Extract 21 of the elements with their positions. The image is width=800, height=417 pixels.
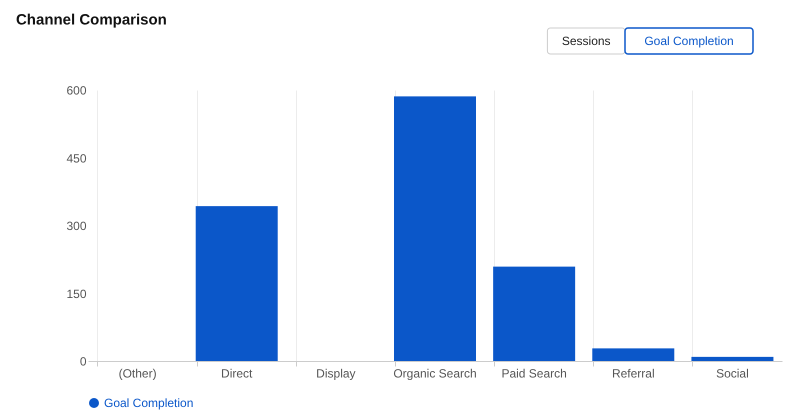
y-tick-label: 150 xyxy=(66,286,87,301)
text: Goal Completion xyxy=(644,34,734,48)
y-tick-label: 0 xyxy=(80,354,87,368)
x-tick-label: Organic Search xyxy=(393,366,477,380)
x-tick-label: Display xyxy=(316,366,356,380)
x-tick-label: Paid Search xyxy=(501,366,567,380)
y-tick-label: 450 xyxy=(66,151,87,166)
y-tick-label: 300 xyxy=(66,219,87,233)
text: Sessions xyxy=(562,34,611,48)
bar xyxy=(196,206,278,361)
bar xyxy=(394,96,476,361)
x-tick-label: Social xyxy=(716,366,749,380)
x-tick-label: (Other) xyxy=(118,366,157,380)
x-tick-label: Referral xyxy=(612,366,655,380)
bar xyxy=(493,266,576,361)
x-tick-label: Direct xyxy=(221,366,254,380)
bar xyxy=(691,356,774,361)
chart-title: Channel Comparison xyxy=(16,11,167,28)
y-tick-label: 600 xyxy=(66,84,87,98)
legend-label: Goal Completion xyxy=(104,396,194,410)
bar xyxy=(592,348,674,361)
